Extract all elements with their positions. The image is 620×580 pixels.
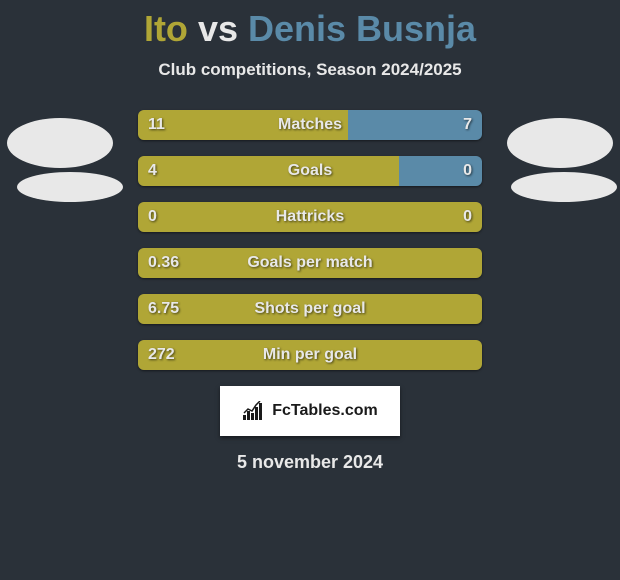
date-text: 5 november 2024 (0, 452, 620, 473)
vs-text: vs (198, 8, 238, 49)
stat-label: Matches (138, 110, 482, 140)
player1-name: Ito (144, 8, 188, 49)
stat-row: Goals4 0 (138, 156, 482, 186)
stat-value-left: 0 (148, 202, 157, 232)
stat-label: Hattricks (138, 202, 482, 232)
player2-avatar-icon (507, 118, 613, 168)
stat-row: Min per goal272 (138, 340, 482, 370)
fctables-logo-icon (242, 401, 266, 421)
brand-badge: FcTables.com (220, 386, 400, 436)
stat-label: Goals (138, 156, 482, 186)
stat-label: Goals per match (138, 248, 482, 278)
player1-team-avatar-icon (17, 172, 123, 202)
stat-value-left: 11 (148, 110, 165, 140)
chart-area: Matches117Goals40Hattricks00Goals per ma… (0, 110, 620, 370)
player2-team-avatar-icon (511, 172, 617, 202)
stat-row: Matches11 7 (138, 110, 482, 140)
comparison-title: Ito vs Denis Busnja (0, 0, 620, 50)
player2-name: Denis Busnja (248, 8, 476, 49)
stat-value-left: 0.36 (148, 248, 179, 278)
stat-value-left: 6.75 (148, 294, 179, 324)
brand-text: FcTables.com (272, 402, 378, 420)
subtitle: Club competitions, Season 2024/2025 (0, 60, 620, 80)
stat-value-left: 4 (148, 156, 157, 186)
stat-value-right: 7 (463, 110, 472, 140)
stat-row: Hattricks0 0 (138, 202, 482, 232)
stat-row: Shots per goal6.75 (138, 294, 482, 324)
stat-row: Goals per match0.36 (138, 248, 482, 278)
stat-rows: Matches117Goals40Hattricks00Goals per ma… (138, 110, 482, 370)
stat-label: Min per goal (138, 340, 482, 370)
stat-value-right: 0 (463, 202, 472, 232)
stat-value-left: 272 (148, 340, 175, 370)
player1-avatar-icon (7, 118, 113, 168)
stat-label: Shots per goal (138, 294, 482, 324)
stat-value-right: 0 (463, 156, 472, 186)
